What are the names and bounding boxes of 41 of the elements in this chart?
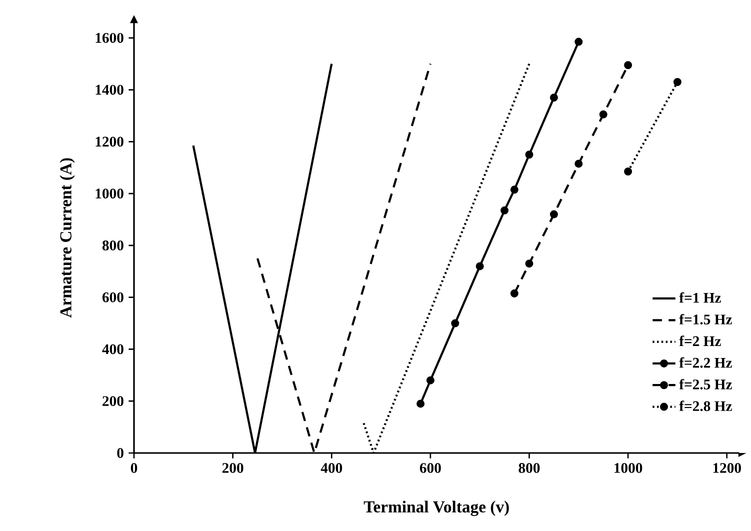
x-tick-label: 800 [518, 463, 540, 473]
legend-label: f=1.5 Hz [679, 314, 732, 325]
point [476, 262, 484, 270]
y-tick-label: 1600 [96, 32, 124, 43]
y-tick-label: 1000 [96, 188, 124, 199]
x-tick-label: 600 [420, 463, 441, 473]
point [599, 110, 608, 118]
point [550, 94, 558, 102]
x-axis-title: Terminal Voltage (v) [364, 500, 509, 516]
point [673, 78, 682, 86]
point [451, 319, 460, 328]
x-tick-label: 200 [222, 463, 244, 473]
y-tick-label: 1400 [96, 84, 124, 95]
y-axis-title: Armature Current (A) [60, 158, 75, 318]
x-tick-label: 0 [130, 463, 138, 473]
y-tick-label: 800 [102, 240, 124, 250]
x-tick-label: 400 [320, 463, 342, 473]
y-tick-label: 200 [102, 396, 124, 406]
legend-label: f=2.8 Hz [679, 400, 732, 412]
y-tick-label: 600 [102, 292, 124, 302]
y-tick-label: 1200 [96, 136, 124, 147]
legend-label: f=1 Hz [679, 292, 721, 303]
point [525, 260, 534, 268]
x-tick-label: 1000 [614, 463, 642, 473]
point [510, 289, 518, 298]
y-tick-label: 400 [102, 344, 124, 354]
point [500, 206, 509, 214]
x-tick-label: 1200 [713, 463, 741, 473]
point [525, 150, 534, 159]
y-tick-label: 0 [117, 448, 124, 458]
point [624, 168, 632, 176]
point [426, 376, 434, 384]
legend-label: f=2.5 Hz [679, 378, 732, 390]
point [550, 210, 558, 218]
point [574, 38, 583, 46]
point [574, 160, 583, 168]
point [510, 186, 518, 194]
point [416, 400, 425, 408]
legend-label: f=2.2 Hz [679, 357, 732, 368]
legend-label: f=2 Hz [679, 336, 721, 346]
point [624, 61, 632, 70]
